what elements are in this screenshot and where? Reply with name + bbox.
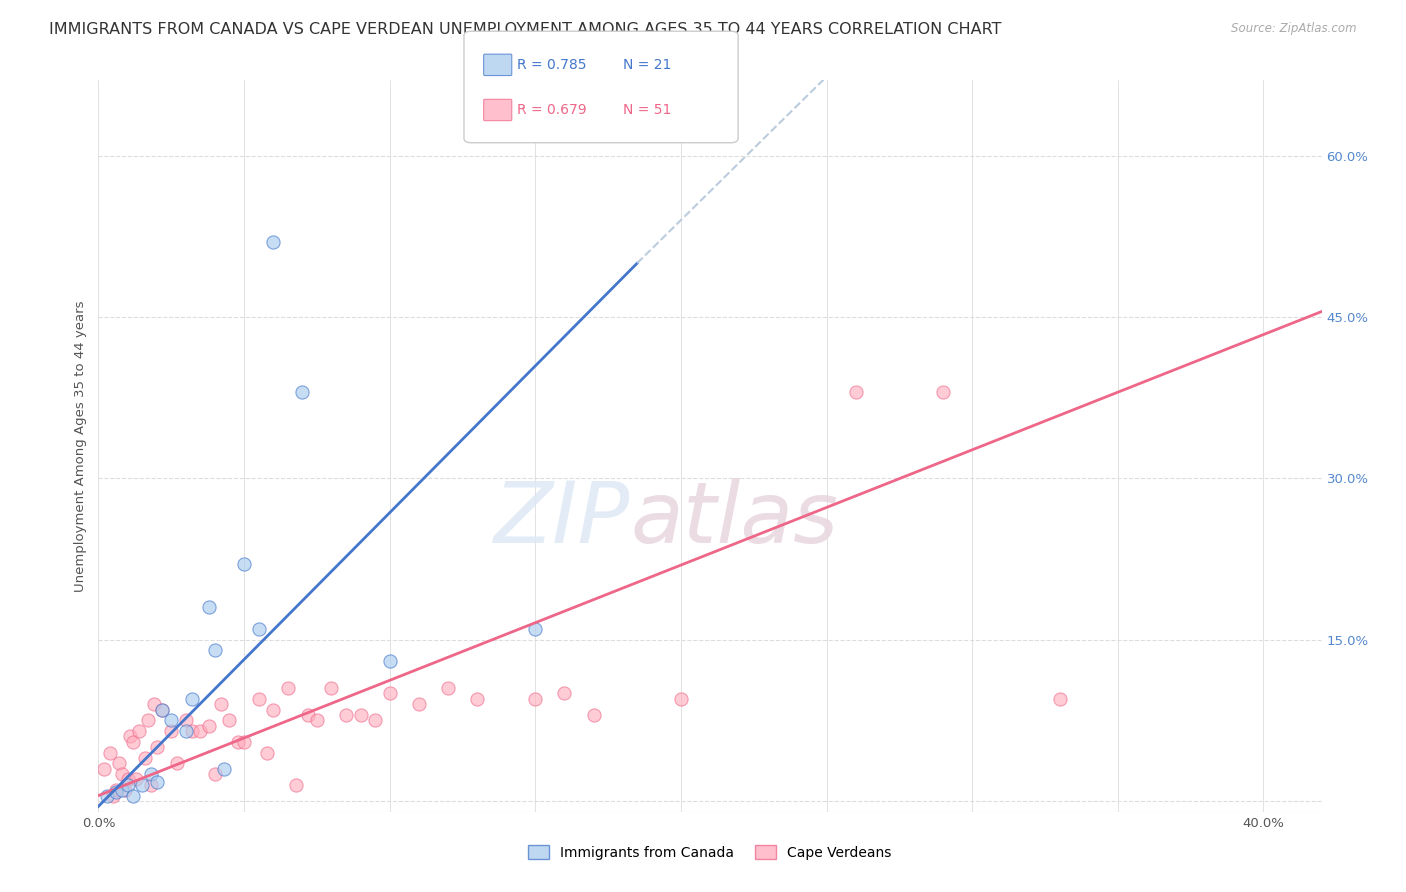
Point	[233, 558, 256, 572]
Point	[104, 783, 127, 797]
Point	[108, 756, 131, 771]
Point	[335, 707, 357, 722]
Point	[212, 762, 235, 776]
Point	[349, 707, 371, 722]
Point	[101, 789, 124, 803]
Point	[198, 719, 221, 733]
Point	[131, 778, 153, 792]
Point	[174, 714, 197, 728]
Text: IMMIGRANTS FROM CANADA VS CAPE VERDEAN UNEMPLOYMENT AMONG AGES 35 TO 44 YEARS CO: IMMIGRANTS FROM CANADA VS CAPE VERDEAN U…	[49, 22, 1001, 37]
Point	[305, 714, 328, 728]
Point	[180, 691, 202, 706]
Point	[139, 778, 162, 792]
Point	[669, 691, 692, 706]
Point	[117, 772, 139, 787]
Point	[1049, 691, 1071, 706]
Point	[122, 735, 145, 749]
Point	[524, 691, 547, 706]
Point	[93, 762, 115, 776]
Text: ZIP: ZIP	[495, 477, 630, 561]
Point	[321, 681, 343, 695]
Text: N = 21: N = 21	[623, 58, 671, 72]
Text: R = 0.679: R = 0.679	[517, 103, 588, 117]
Point	[160, 714, 183, 728]
Point	[122, 789, 145, 803]
Point	[114, 783, 136, 797]
Point	[932, 385, 955, 400]
Point	[262, 235, 284, 249]
Point	[198, 600, 221, 615]
Point	[145, 774, 167, 789]
Point	[247, 691, 270, 706]
Point	[209, 697, 232, 711]
Point	[142, 697, 165, 711]
Point	[204, 767, 226, 781]
Point	[180, 724, 202, 739]
Point	[160, 724, 183, 739]
Point	[98, 746, 121, 760]
Point	[297, 707, 319, 722]
Point	[174, 724, 197, 739]
Point	[256, 746, 278, 760]
Text: atlas: atlas	[630, 477, 838, 561]
Point	[188, 724, 212, 739]
Point	[226, 735, 249, 749]
Point	[117, 778, 139, 792]
Point	[166, 756, 188, 771]
Point	[378, 654, 401, 668]
Point	[437, 681, 460, 695]
Point	[291, 385, 314, 400]
Text: N = 51: N = 51	[623, 103, 671, 117]
Point	[845, 385, 868, 400]
Point	[247, 622, 270, 636]
Text: Source: ZipAtlas.com: Source: ZipAtlas.com	[1232, 22, 1357, 36]
Text: R = 0.785: R = 0.785	[517, 58, 586, 72]
Point	[96, 789, 118, 803]
Point	[233, 735, 256, 749]
Point	[465, 691, 488, 706]
Point	[262, 702, 284, 716]
Point	[277, 681, 299, 695]
Point	[111, 783, 134, 797]
Point	[408, 697, 430, 711]
Point	[582, 707, 605, 722]
Point	[524, 622, 547, 636]
Y-axis label: Unemployment Among Ages 35 to 44 years: Unemployment Among Ages 35 to 44 years	[75, 301, 87, 591]
Legend: Immigrants from Canada, Cape Verdeans: Immigrants from Canada, Cape Verdeans	[529, 845, 891, 860]
Point	[136, 714, 159, 728]
Point	[152, 702, 174, 716]
Point	[139, 767, 162, 781]
Point	[204, 643, 226, 657]
Point	[378, 686, 401, 700]
Point	[553, 686, 575, 700]
Point	[152, 702, 174, 716]
Point	[285, 778, 308, 792]
Point	[145, 740, 167, 755]
Point	[120, 730, 142, 744]
Point	[125, 772, 148, 787]
Point	[364, 714, 387, 728]
Point	[134, 751, 156, 765]
Point	[128, 724, 150, 739]
Point	[111, 767, 134, 781]
Point	[218, 714, 240, 728]
Point	[104, 785, 127, 799]
